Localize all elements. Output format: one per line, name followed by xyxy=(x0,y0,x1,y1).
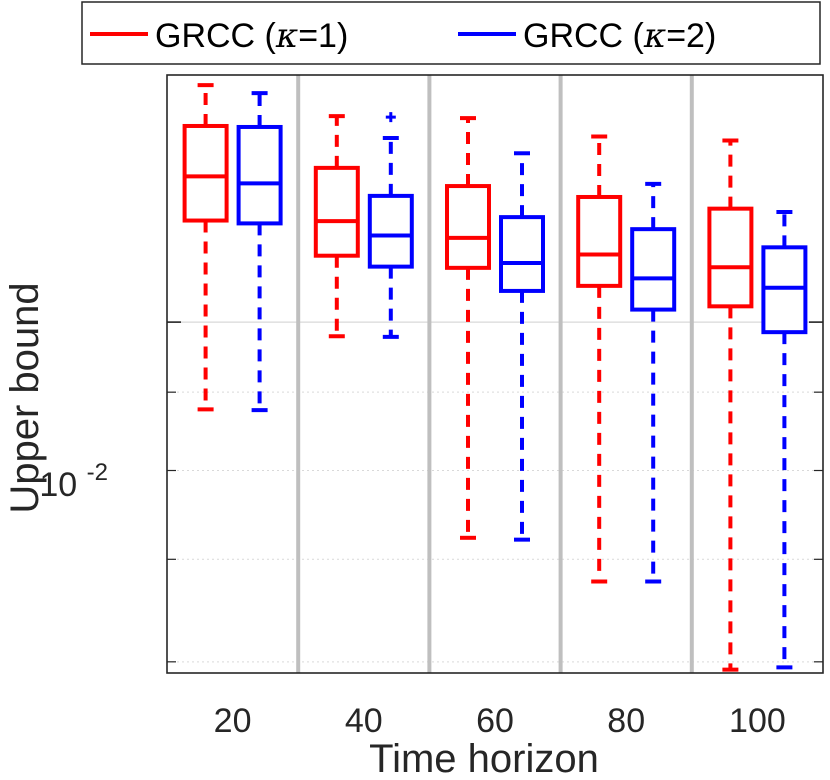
iqr-box xyxy=(313,165,360,258)
iqr-box xyxy=(499,215,545,293)
y-tick-label: 10 -2 xyxy=(39,459,108,504)
category-separators xyxy=(296,75,694,673)
iqr-box xyxy=(236,124,283,226)
box-series-1-100 xyxy=(707,138,754,672)
legend-label-series-2: GRCC (κ=2) xyxy=(523,16,716,56)
box-series-2-60 xyxy=(499,151,545,542)
legend-box xyxy=(81,1,821,65)
x-tick-label: 60 xyxy=(476,702,514,740)
x-tick-label: 40 xyxy=(345,702,383,740)
y-axis-label: Upper bound xyxy=(3,282,47,513)
axes: 10 -2 Upper bound Time horizon 20 40 60 80 1… xyxy=(3,282,786,780)
plot-frame xyxy=(166,74,824,674)
box-series-1-40 xyxy=(313,114,360,339)
iqr-box xyxy=(707,206,754,309)
boxes xyxy=(182,83,808,672)
iqr-box xyxy=(367,193,414,269)
grid-layer xyxy=(167,321,823,663)
box-series-2-80 xyxy=(630,181,677,584)
x-tick-label: 100 xyxy=(729,702,786,740)
legend-label-series-1: GRCC (κ=1) xyxy=(155,16,348,56)
iqr-box xyxy=(182,123,229,223)
iqr-box xyxy=(445,184,491,270)
x-tick-label: 80 xyxy=(607,702,645,740)
box-series-2-100 xyxy=(761,210,808,670)
outlier-marker xyxy=(385,112,396,123)
box-series-1-20 xyxy=(182,83,229,412)
x-axis-label: Time horizon xyxy=(369,737,599,780)
box-series-2-20 xyxy=(236,91,283,413)
box-series-2-40 xyxy=(367,135,414,339)
iqr-box xyxy=(576,194,623,288)
iqr-box xyxy=(630,227,677,312)
legend: GRCC (κ=1) GRCC (κ=2) xyxy=(81,1,821,65)
x-tick-label: 20 xyxy=(214,702,252,740)
box-series-1-80 xyxy=(576,134,623,584)
box-series-1-60 xyxy=(445,116,491,540)
